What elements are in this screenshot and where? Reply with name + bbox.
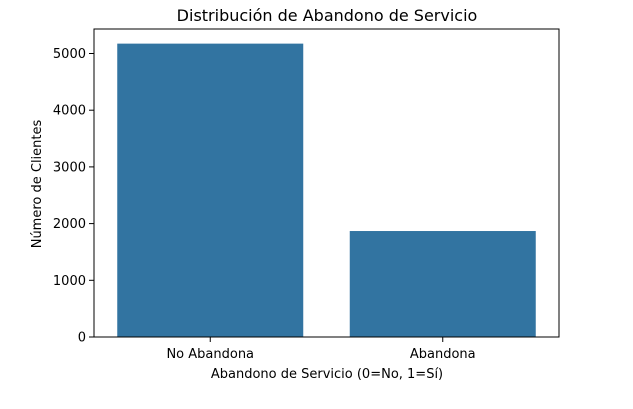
y-axis-label: Número de Clientes	[30, 119, 45, 248]
bar-0	[117, 43, 304, 337]
bars-layer	[117, 43, 536, 337]
x-axis: No Abandona Abandona	[166, 337, 476, 362]
plot-frame	[93, 28, 560, 338]
chart-title: Distribución de Abandono de Servicio	[177, 6, 478, 25]
y-tick-label-1: 1000	[53, 274, 86, 289]
x-axis-label: Abandono de Servicio (0=No, 1=Sí)	[211, 367, 443, 382]
y-tick-label-4: 4000	[53, 104, 86, 119]
y-axis: 0 1000 2000 3000 4000 5000	[53, 47, 94, 346]
x-tick-label-0: No Abandona	[166, 347, 254, 362]
y-tick-label-5: 5000	[53, 47, 86, 62]
y-tick-label-3: 3000	[53, 160, 86, 175]
x-tick-label-1: Abandona	[410, 347, 476, 362]
y-tick-label-0: 0	[78, 331, 86, 346]
y-tick-label-2: 2000	[53, 217, 86, 232]
bar-1	[349, 231, 536, 337]
